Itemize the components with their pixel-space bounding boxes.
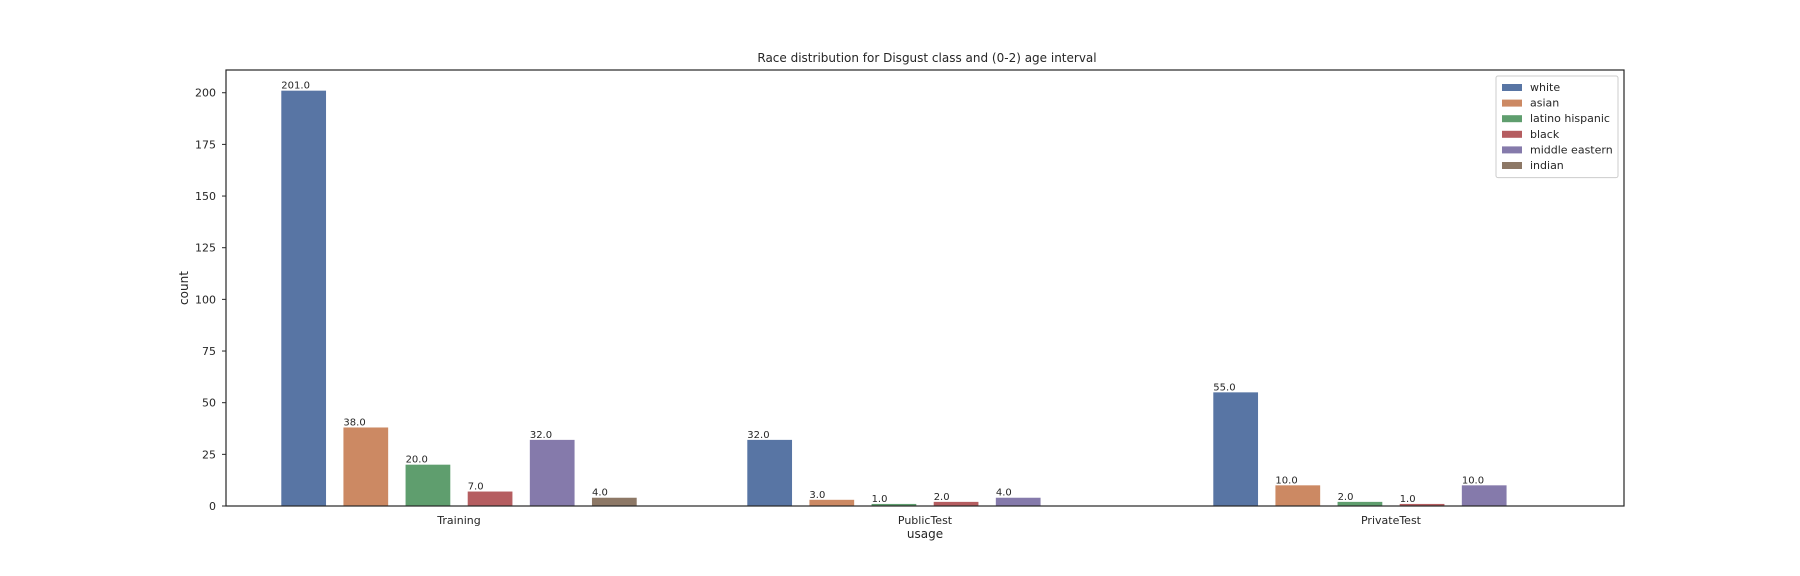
- data-label: 20.0: [406, 455, 428, 466]
- x-tick-label: PublicTest: [898, 514, 953, 527]
- y-tick-label: 200: [195, 87, 216, 100]
- y-tick-label: 175: [195, 138, 216, 151]
- data-label: 2.0: [1338, 492, 1354, 503]
- y-tick-label: 150: [195, 190, 216, 203]
- y-axis-label: count: [177, 271, 191, 305]
- x-tick-label: PrivateTest: [1361, 514, 1422, 527]
- data-label: 55.0: [1213, 382, 1235, 393]
- legend-label: indian: [1530, 159, 1564, 172]
- data-label: 38.0: [343, 417, 365, 428]
- bar: [1213, 392, 1259, 506]
- data-label: 3.0: [809, 490, 825, 501]
- bar: [1399, 503, 1445, 506]
- bar: [405, 464, 451, 506]
- legend-box: [1495, 75, 1619, 179]
- bar: [591, 497, 637, 506]
- y-tick-label: 25: [202, 448, 216, 461]
- legend-swatch: [1502, 146, 1522, 154]
- data-label: 1.0: [872, 494, 888, 505]
- bar: [871, 503, 917, 506]
- data-label: 32.0: [530, 430, 552, 441]
- legend-label: white: [1530, 81, 1560, 94]
- data-label: 2.0: [934, 492, 950, 503]
- legend-swatch: [1502, 162, 1522, 169]
- bar: [1275, 485, 1321, 506]
- bar: [1461, 485, 1507, 506]
- x-tick-label: Training: [436, 514, 480, 527]
- y-tick-label: 75: [202, 345, 216, 358]
- bar: [529, 439, 575, 506]
- y-tick-label: 100: [195, 293, 216, 306]
- bar: [467, 491, 513, 506]
- legend-swatch: [1502, 130, 1522, 138]
- data-label: 7.0: [468, 482, 484, 493]
- legend-swatch: [1502, 99, 1522, 107]
- data-label: 32.0: [747, 430, 769, 441]
- legend-label: asian: [1530, 97, 1559, 110]
- legend: white asian latino hispanic black middle eas…: [1495, 75, 1619, 179]
- data-label: 4.0: [592, 488, 608, 499]
- legend-swatch: [1502, 115, 1522, 123]
- y-tick-label: 125: [195, 242, 216, 255]
- legend-swatch: [1502, 84, 1522, 91]
- bar: [747, 439, 793, 506]
- chart-title: Race distribution for Disgust class and …: [757, 51, 1096, 65]
- bar: [809, 499, 855, 506]
- bar: [343, 427, 389, 506]
- data-label: 1.0: [1400, 494, 1416, 505]
- x-axis-label: usage: [907, 527, 943, 541]
- legend-label: black: [1530, 128, 1560, 141]
- bar: [933, 501, 979, 506]
- data-label: 10.0: [1275, 475, 1297, 486]
- data-label: 201.0: [281, 81, 310, 92]
- data-label: 4.0: [996, 488, 1012, 499]
- data-label: 10.0: [1462, 475, 1484, 486]
- bar: [995, 497, 1041, 506]
- legend-label: middle eastern: [1530, 143, 1613, 156]
- plot-frame: [225, 69, 1625, 507]
- bar: [1337, 501, 1383, 506]
- legend-label: latino hispanic: [1530, 112, 1610, 125]
- plot-area: 0 25 50 75 100 125 150 175 200 Training 201.0 38.0 2…: [195, 81, 1507, 527]
- y-tick-label: 0: [209, 500, 216, 513]
- bar: [281, 90, 327, 506]
- y-tick-label: 50: [202, 397, 216, 410]
